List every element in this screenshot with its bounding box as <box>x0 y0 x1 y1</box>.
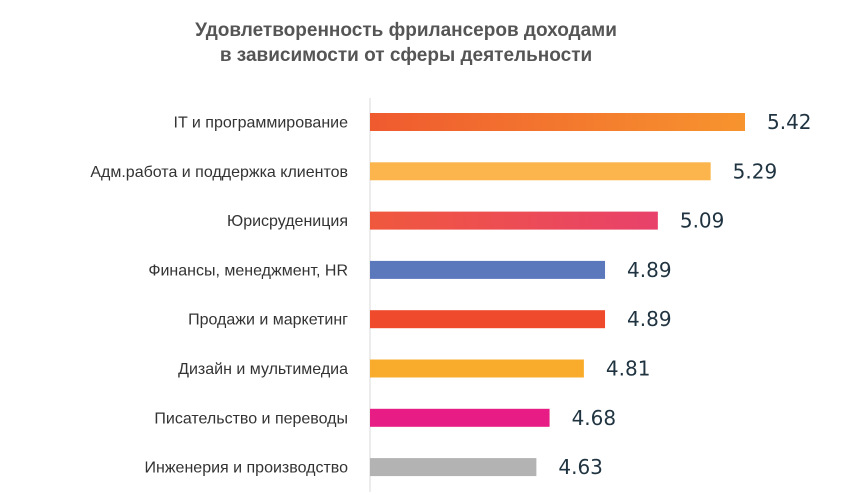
value-label: 5.29 <box>733 159 778 183</box>
bar <box>370 408 550 427</box>
category-label: Дизайн и мультимедиа <box>178 361 348 378</box>
value-label: 4.63 <box>558 455 603 479</box>
category-label: Продажи и маркетинг <box>188 312 348 329</box>
category-label: IT и программирование <box>174 115 349 132</box>
bar <box>370 310 606 329</box>
value-label: 4.68 <box>572 406 617 430</box>
value-label: 4.89 <box>627 258 672 282</box>
category-label: Юрисрудениция <box>227 213 348 230</box>
value-label: 5.42 <box>767 110 812 134</box>
category-label: Инженерия и производство <box>145 460 349 477</box>
value-label: 4.81 <box>606 357 651 381</box>
bar <box>370 260 606 279</box>
value-label: 5.09 <box>680 209 725 233</box>
bar <box>370 113 745 131</box>
chart-title: Удовлетворенность фрилансеров доходами в… <box>0 18 812 68</box>
bar <box>370 359 584 378</box>
chart-title-line-1: Удовлетворенность фрилансеров доходами <box>195 20 617 41</box>
chart-title-line-2: в зависимости от сферы деятельности <box>219 45 593 66</box>
category-label: Адм.работа и поддержка клиентов <box>90 164 348 181</box>
value-label: 4.89 <box>627 307 672 331</box>
category-label: Писательство и переводы <box>154 410 348 427</box>
category-label: Финансы, менеджмент, HR <box>148 262 348 279</box>
bars-group: IT и программирование 5.42 Адм.работа и по… <box>90 110 811 479</box>
bar <box>370 162 711 181</box>
bar <box>370 458 537 477</box>
bar <box>370 211 658 230</box>
